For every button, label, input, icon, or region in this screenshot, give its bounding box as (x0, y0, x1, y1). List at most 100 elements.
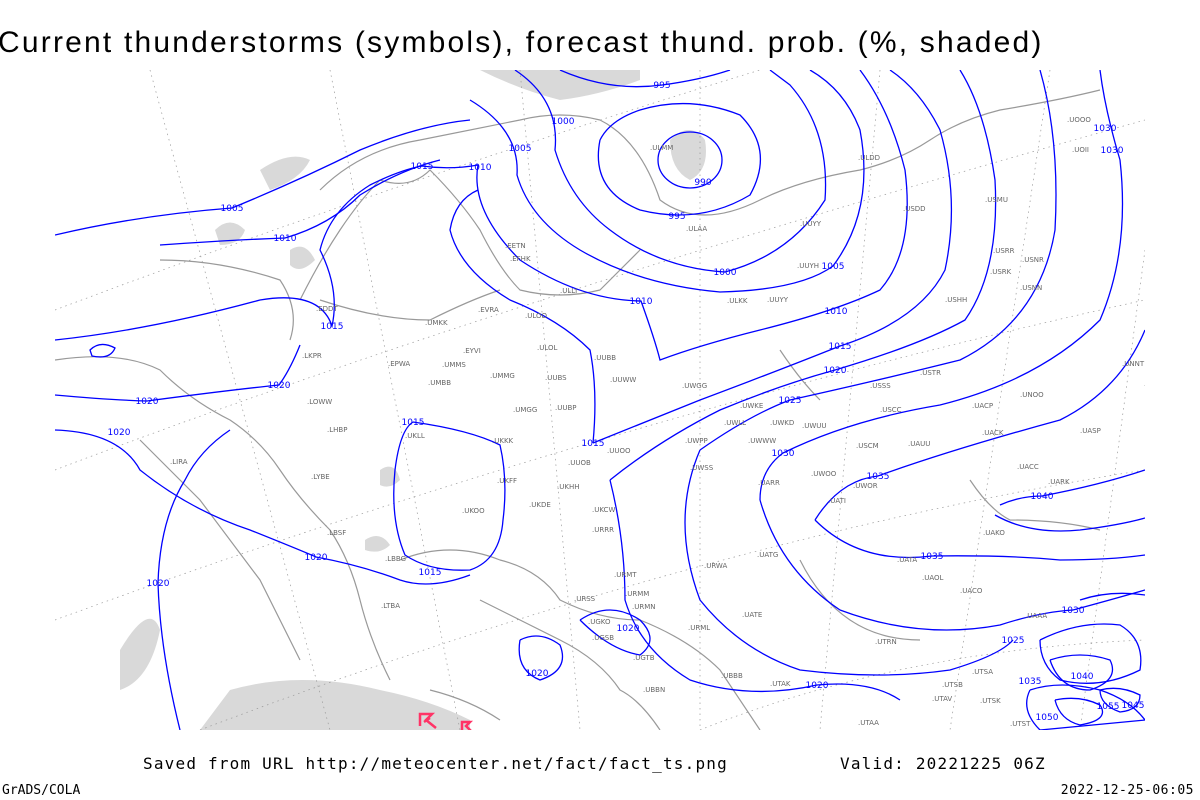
isobar-label: 1030 (772, 449, 795, 459)
station-label: .ULDD (858, 154, 880, 162)
station-label: .EYVI (463, 347, 481, 355)
station-label: .UKFF (497, 477, 517, 485)
station-label: .UGKO (588, 618, 611, 626)
isobar-label: 1040 (1031, 492, 1054, 502)
isobar-label: 1000 (714, 268, 737, 278)
station-label: .URSS (574, 595, 596, 603)
station-label: .URRR (592, 526, 614, 534)
isobar-label: 1010 (630, 297, 653, 307)
isobar-label: 1020 (824, 366, 847, 376)
station-label: .UAUU (908, 440, 930, 448)
station-label: .UTSB (942, 681, 963, 689)
isobar-label: 1005 (221, 204, 244, 214)
isobar-label: 1035 (921, 552, 944, 562)
isobar-label: 1025 (1002, 636, 1025, 646)
station-label: .UOOO (1067, 116, 1091, 124)
station-label: .USNR (1022, 256, 1044, 264)
isobar-label: 1020 (617, 624, 640, 634)
station-label: .USCC (880, 406, 902, 414)
isobar-label: 1035 (1019, 677, 1042, 687)
station-label: .UACC (1017, 463, 1039, 471)
station-label: .UTAA (858, 719, 879, 727)
station-label: .UTAK (770, 680, 791, 688)
station-label: .UASP (1080, 427, 1101, 435)
station-label: .UATA (897, 556, 917, 564)
station-label: .UWKE (740, 402, 763, 410)
station-label: .UWPP (685, 437, 708, 445)
station-label: .LKPR (302, 352, 322, 360)
isobar-label: 1010 (469, 163, 492, 173)
station-label: .UGTB (633, 654, 655, 662)
isobar-label: 1040 (1071, 672, 1094, 682)
isobar-label: 1020 (526, 669, 549, 679)
station-label: .USTR (920, 369, 941, 377)
station-label: .UMMS (442, 361, 466, 369)
isobar-label: 1015 (582, 439, 605, 449)
station-label: .USNN (1020, 284, 1042, 292)
station-label: .UKKK (492, 437, 514, 445)
station-label: .UTRN (875, 638, 897, 646)
isobar-label: 1045 (1122, 701, 1145, 711)
station-label: .UUBP (555, 404, 577, 412)
station-label: .UACO (960, 587, 983, 595)
station-label: .UUOO (607, 447, 631, 455)
station-label: .USHH (945, 296, 967, 304)
station-label: .UUYY (800, 220, 822, 228)
station-label: .UBBB (721, 672, 743, 680)
station-label: .UARK (1048, 478, 1070, 486)
station-label: .UNNT (1122, 360, 1145, 368)
saved-from-url: Saved from URL http://meteocenter.net/fa… (143, 754, 728, 773)
station-label: .UARR (758, 479, 780, 487)
station-label: .USSS (870, 382, 891, 390)
station-label: .EPWA (388, 360, 410, 368)
isobar-label: 1050 (1036, 713, 1059, 723)
station-label: .USRK (990, 268, 1012, 276)
station-label: .ULKK (727, 297, 748, 305)
station-label: .UATG (757, 551, 778, 559)
isobar-label: 1030 (1094, 124, 1117, 134)
station-label: .UUBS (545, 374, 567, 382)
station-label: .ULOO (525, 312, 548, 320)
station-label: .UATE (742, 611, 762, 619)
isobar-label: 1035 (867, 472, 890, 482)
isobar-label: 1000 (552, 117, 575, 127)
isobar-label: 1025 (779, 396, 802, 406)
station-label: .UUOB (568, 459, 591, 467)
station-label: .UUYY (767, 296, 789, 304)
station-label: .UKHH (557, 483, 579, 491)
station-label: .USMU (985, 196, 1008, 204)
station-label: .LIRA (170, 458, 188, 466)
station-label: .ULAA (686, 225, 707, 233)
station-label: .UTSK (980, 697, 1001, 705)
station-label: .UUWW (610, 376, 636, 384)
thunderstorm-probability-shading (120, 70, 706, 730)
station-label: .UGSB (592, 634, 614, 642)
station-label: .UAKO (983, 529, 1005, 537)
coastlines (55, 89, 1101, 730)
station-label: .UKOO (462, 507, 485, 515)
isobar-label: 1020 (108, 428, 131, 438)
isobar-label: 1020 (268, 381, 291, 391)
station-label: .UWKD (770, 419, 794, 427)
isobar-label: 995 (668, 212, 685, 222)
station-label: .UKDE (529, 501, 551, 509)
station-label: .UOII (1072, 146, 1089, 154)
station-label: .LYBE (311, 473, 330, 481)
station-label: .URML (688, 624, 710, 632)
thunderstorm-symbols (418, 712, 474, 730)
isobar-labels: 995 1000 1005 1010 1015 1005 1010 1015 990 995 100… (108, 81, 1145, 723)
isobar-label: 1020 (147, 579, 170, 589)
thunderstorm-symbol (423, 716, 431, 724)
station-label: .USRR (993, 247, 1015, 255)
station-label: .UMGG (513, 406, 537, 414)
station-label: .URMT (614, 571, 637, 579)
station-label: .URWA (704, 562, 727, 570)
isobar-label: 1020 (806, 681, 829, 691)
isobar-label: 1030 (1062, 606, 1085, 616)
thunderstorm-symbol (460, 720, 474, 730)
isobar-label: 1010 (274, 234, 297, 244)
isobar-label: 1030 (1101, 146, 1124, 156)
isobar-label: 1015 (321, 322, 344, 332)
isobar-label: 995 (653, 81, 670, 91)
